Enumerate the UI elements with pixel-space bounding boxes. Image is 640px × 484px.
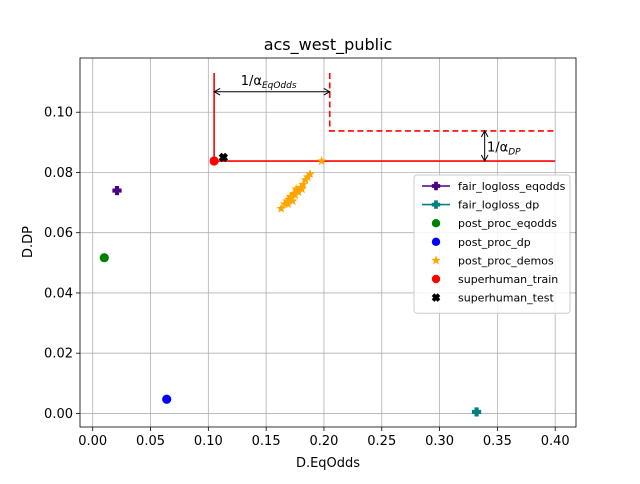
scatter-point bbox=[431, 219, 441, 228]
legend-label: post_proc_demos bbox=[458, 254, 554, 267]
scatter-point bbox=[218, 152, 229, 163]
legend-label: post_proc_eqodds bbox=[458, 217, 557, 230]
scatter-point bbox=[285, 191, 296, 201]
y-tick-label: 0.00 bbox=[44, 407, 73, 422]
annotation-label: 1/αDP bbox=[487, 140, 521, 157]
chart-title: acs_west_public bbox=[264, 35, 393, 55]
annotations: 1/αEqOdds 1/αDP bbox=[213, 74, 521, 163]
x-tick-label: 0.15 bbox=[252, 434, 281, 449]
data-points bbox=[99, 152, 482, 417]
annotation-label: 1/αEqOdds bbox=[241, 74, 297, 91]
legend-label: superhuman_train bbox=[458, 273, 558, 286]
x-tick-label: 0.10 bbox=[194, 434, 223, 449]
scatter-point bbox=[283, 199, 293, 209]
scatter-point bbox=[276, 203, 286, 213]
legend-label: fair_logloss_dp bbox=[458, 199, 539, 212]
scatter-point bbox=[431, 274, 441, 284]
x-tick-label: 0.40 bbox=[541, 434, 570, 449]
x-tick-label: 0.05 bbox=[136, 434, 165, 449]
scatter-point bbox=[99, 253, 109, 263]
scatter-point bbox=[431, 200, 441, 209]
scatter-point bbox=[290, 190, 300, 200]
scatter-point bbox=[291, 184, 301, 194]
arrow-head bbox=[323, 87, 331, 96]
legend-label: post_proc_dp bbox=[458, 236, 531, 249]
scatter-point bbox=[289, 188, 299, 198]
scatter-point bbox=[286, 193, 297, 203]
scatter-point bbox=[112, 185, 122, 196]
scatter-point bbox=[431, 237, 441, 246]
scatter-point bbox=[316, 156, 327, 166]
x-tick-label: 0.35 bbox=[483, 434, 512, 449]
x-tick-label: 0.30 bbox=[425, 434, 454, 449]
y-tick-label: 0.02 bbox=[44, 347, 73, 362]
scatter-point bbox=[471, 407, 482, 417]
y-axis-label: D.DP bbox=[21, 226, 36, 258]
x-tick-label: 0.20 bbox=[309, 434, 338, 449]
grid-lines bbox=[80, 58, 576, 427]
legend-label: superhuman_test bbox=[458, 292, 554, 305]
x-tick-label: 0.25 bbox=[367, 434, 396, 449]
scatter-point bbox=[305, 168, 315, 179]
dashed-boundary-line bbox=[328, 73, 556, 132]
arrow-head bbox=[213, 87, 221, 96]
y-tick-label: 0.10 bbox=[44, 106, 73, 121]
scatter-point bbox=[282, 196, 292, 206]
scatter-point bbox=[297, 184, 307, 194]
scatter-point bbox=[287, 196, 298, 206]
legend-box bbox=[413, 174, 571, 314]
scatter-point bbox=[431, 255, 441, 265]
legend: fair_logloss_eqodds fair_logloss_dp post_p… bbox=[413, 174, 571, 314]
legend-label: fair_logloss_eqodds bbox=[458, 180, 566, 193]
scatter-point bbox=[162, 394, 172, 404]
scatter-point bbox=[298, 179, 308, 189]
scatter-point bbox=[431, 293, 441, 302]
y-tick-label: 0.08 bbox=[44, 166, 73, 181]
arrow-head bbox=[480, 154, 489, 163]
x-marker-shape bbox=[431, 293, 441, 302]
x-marker-shape bbox=[218, 152, 229, 163]
y-tick-label: 0.04 bbox=[44, 286, 73, 301]
x-axis-label: D.EqOdds bbox=[296, 456, 360, 471]
scatter-point bbox=[209, 156, 219, 166]
arrow-head bbox=[480, 129, 489, 138]
axis-ticks: 0.00 0.05 0.10 0.15 0.20 0.25 0.30 0.35 0.40 0.00… bbox=[44, 106, 570, 449]
y-tick-label: 0.06 bbox=[44, 226, 73, 241]
x-tick-label: 0.00 bbox=[78, 434, 107, 449]
plot-frame bbox=[79, 57, 577, 428]
scatter-point bbox=[431, 181, 441, 191]
